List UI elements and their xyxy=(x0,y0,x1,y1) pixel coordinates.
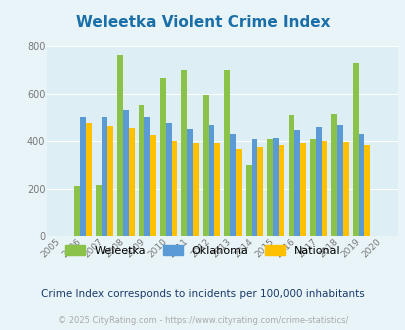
Bar xyxy=(74,186,80,236)
Bar xyxy=(235,149,241,236)
Bar xyxy=(288,115,294,236)
Bar xyxy=(336,125,342,236)
Bar xyxy=(96,185,101,236)
Bar xyxy=(330,114,336,236)
Bar xyxy=(278,145,284,236)
Bar xyxy=(294,130,299,236)
Bar xyxy=(160,78,166,236)
Bar xyxy=(230,134,235,236)
Bar xyxy=(128,128,134,236)
Bar xyxy=(202,95,208,236)
Bar xyxy=(251,139,257,236)
Bar xyxy=(272,138,278,236)
Bar xyxy=(363,145,369,236)
Bar xyxy=(352,63,358,236)
Bar xyxy=(214,144,220,236)
Bar xyxy=(309,139,315,236)
Bar xyxy=(86,123,92,236)
Bar xyxy=(342,142,348,236)
Bar xyxy=(224,70,230,236)
Bar xyxy=(321,141,326,236)
Bar xyxy=(181,70,187,236)
Text: Weleetka Violent Crime Index: Weleetka Violent Crime Index xyxy=(76,15,329,30)
Bar xyxy=(299,144,305,236)
Bar xyxy=(144,117,150,236)
Bar xyxy=(208,125,214,236)
Bar xyxy=(315,127,321,236)
Bar xyxy=(117,54,123,236)
Bar xyxy=(150,135,156,236)
Text: Crime Index corresponds to incidents per 100,000 inhabitants: Crime Index corresponds to incidents per… xyxy=(41,289,364,299)
Bar xyxy=(245,165,251,236)
Bar xyxy=(80,117,86,236)
Bar xyxy=(187,129,193,236)
Bar xyxy=(257,147,262,236)
Bar xyxy=(139,106,144,236)
Bar xyxy=(193,144,198,236)
Bar xyxy=(171,141,177,236)
Text: © 2025 CityRating.com - https://www.cityrating.com/crime-statistics/: © 2025 CityRating.com - https://www.city… xyxy=(58,316,347,325)
Bar xyxy=(166,122,171,236)
Bar xyxy=(358,134,363,236)
Bar xyxy=(123,110,128,236)
Legend: Weleetka, Oklahoma, National: Weleetka, Oklahoma, National xyxy=(61,241,344,260)
Bar xyxy=(266,139,272,236)
Bar xyxy=(101,117,107,236)
Bar xyxy=(107,126,113,236)
